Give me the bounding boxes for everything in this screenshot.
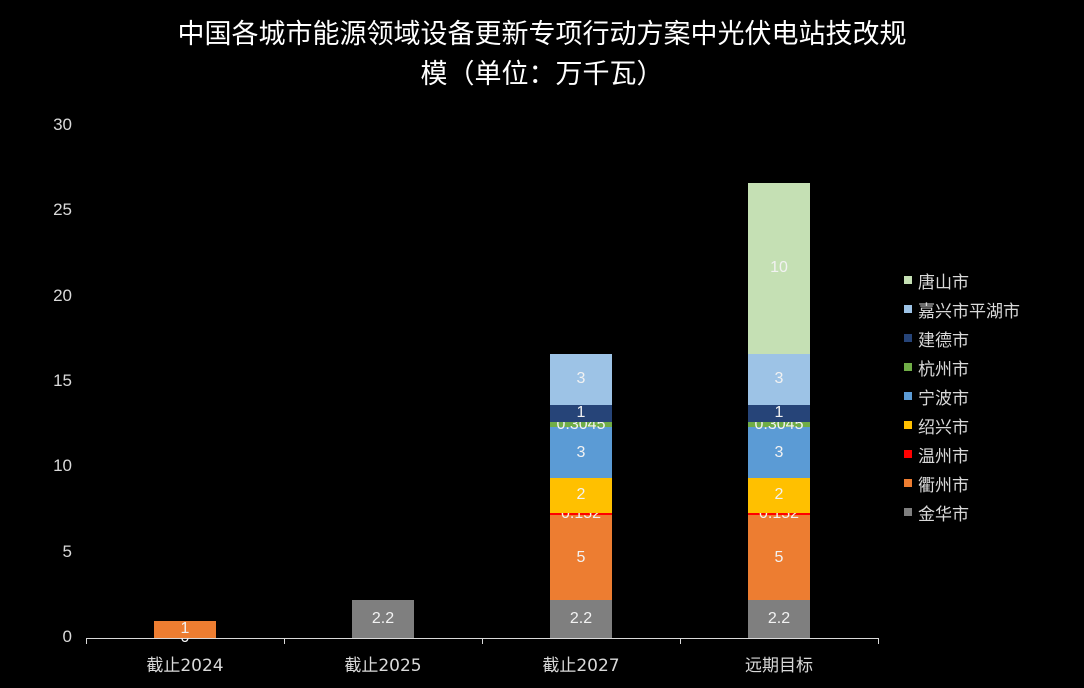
legend-swatch-icon <box>904 508 912 516</box>
bar-segment <box>748 512 810 516</box>
data-label: 2 <box>774 486 784 504</box>
bar-segment <box>748 421 810 428</box>
bar-segment <box>550 478 612 513</box>
bar-segment <box>748 353 810 405</box>
y-tick-label: 0 <box>62 627 72 646</box>
bar-segment <box>550 404 612 422</box>
bar-segment <box>550 512 612 516</box>
x-tick-mark <box>680 638 681 644</box>
x-tick-label: 截止2025 <box>344 656 422 676</box>
bar-segment <box>748 478 810 513</box>
data-label: 1 <box>180 620 190 638</box>
chart-title-line-2: 模（单位：万千瓦） <box>420 59 664 90</box>
bar-segment <box>748 404 810 422</box>
legend-label: 宁波市 <box>918 389 969 409</box>
data-label: 2 <box>576 486 586 504</box>
bar-segment <box>550 427 612 479</box>
y-tick-label: 15 <box>53 371 72 390</box>
data-label: 3 <box>576 370 586 388</box>
y-tick-label: 25 <box>53 200 72 220</box>
legend-label: 绍兴市 <box>918 418 969 438</box>
data-label: 3 <box>774 443 784 461</box>
legend-swatch-icon <box>904 479 912 487</box>
x-tick-mark <box>284 638 285 644</box>
bar-segment <box>550 600 612 638</box>
bar-segment <box>550 353 612 405</box>
data-label: 1 <box>774 404 784 422</box>
data-label: 5 <box>576 548 586 566</box>
legend-swatch-icon <box>904 363 912 371</box>
bar-segment <box>550 421 612 428</box>
y-tick-label: 10 <box>53 456 72 476</box>
legend-label: 唐山市 <box>918 273 969 293</box>
data-label: 5 <box>774 548 784 566</box>
data-label: 1 <box>576 404 586 422</box>
legend-label: 建德市 <box>918 331 969 351</box>
data-label: 2.2 <box>767 610 791 628</box>
legend-label: 嘉兴市平湖市 <box>918 302 1020 322</box>
bar-segment <box>352 600 414 638</box>
bar-segment <box>748 600 810 638</box>
legend-swatch-icon <box>904 305 912 313</box>
bar-segment <box>748 427 810 479</box>
legend-label: 衢州市 <box>918 476 969 496</box>
data-label: 2.2 <box>371 610 395 628</box>
bar-segment <box>748 515 810 601</box>
data-label: 3 <box>774 370 784 388</box>
legend-swatch-icon <box>904 421 912 429</box>
x-tick-mark <box>482 638 483 644</box>
x-tick-mark <box>878 638 879 644</box>
data-label: 3 <box>576 443 586 461</box>
legend-swatch-icon <box>904 450 912 458</box>
legend-label: 杭州市 <box>918 360 969 380</box>
bar-segment <box>550 515 612 601</box>
data-label: 10 <box>770 259 788 277</box>
x-tick-mark <box>86 638 87 644</box>
x-tick-label: 截止2027 <box>542 656 620 676</box>
x-tick-label: 远期目标 <box>745 656 813 676</box>
bar-segment <box>748 183 810 354</box>
y-tick-label: 5 <box>62 541 72 561</box>
legend-label: 金华市 <box>918 505 969 525</box>
legend-label: 温州市 <box>918 447 969 467</box>
y-tick-label: 20 <box>53 285 72 305</box>
legend-swatch-icon <box>904 392 912 400</box>
legend-swatch-icon <box>904 334 912 342</box>
bar-segment <box>154 620 216 638</box>
legend-swatch-icon <box>904 276 912 284</box>
data-label: 2.2 <box>569 610 593 628</box>
y-tick-label: 30 <box>53 115 72 134</box>
x-tick-label: 截止2024 <box>146 656 224 676</box>
chart-title-line-1: 中国各城市能源领域设备更新专项行动方案中光伏电站技改规 <box>177 19 907 50</box>
